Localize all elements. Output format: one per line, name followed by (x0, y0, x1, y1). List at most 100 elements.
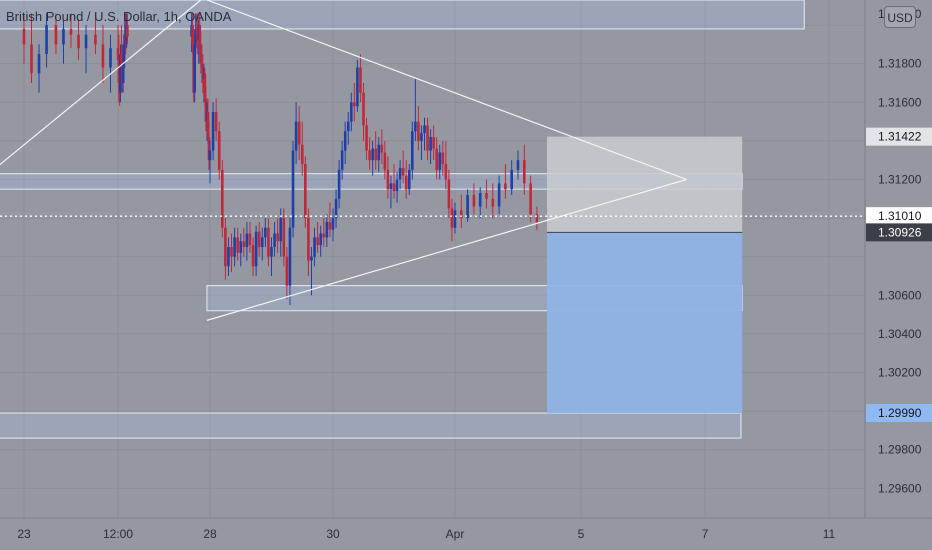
candle-body (371, 148, 374, 161)
candle-body (282, 218, 286, 257)
candle-body (325, 221, 329, 238)
candle-body (316, 237, 319, 246)
candle-body (224, 227, 227, 267)
candle-body (386, 169, 390, 190)
candle-body (117, 59, 121, 83)
price-tag-label: 1.30926 (878, 225, 922, 239)
candle-body (195, 28, 199, 35)
candle-body (242, 241, 246, 248)
candle-body (346, 121, 350, 132)
x-tick-label: Apr (446, 527, 465, 541)
candle-body (276, 233, 279, 242)
trendline (206, 178, 687, 321)
candle-body (304, 164, 307, 219)
candle-body (401, 167, 405, 176)
candle-body (194, 28, 197, 45)
price-tag-label: 1.31422 (878, 130, 922, 144)
candle-body (516, 160, 520, 170)
candle-body (119, 54, 122, 93)
candle-body (45, 25, 48, 55)
candle-body (30, 44, 33, 74)
candle-body (94, 34, 97, 45)
candle-body (334, 198, 338, 219)
trendline (0, 0, 202, 166)
candle-body (207, 137, 211, 161)
candle-body (54, 25, 58, 45)
candle-body (211, 111, 215, 151)
candle-body (404, 175, 408, 190)
candle-body (340, 150, 344, 170)
zones (0, 0, 805, 439)
candle-body (62, 28, 65, 45)
candle-body (300, 144, 304, 165)
candle-body (22, 28, 26, 45)
symbol-interval: 1h (163, 9, 178, 24)
candle-body (264, 227, 267, 238)
candle-body (356, 67, 359, 107)
candle-body (429, 137, 432, 151)
candle-body (208, 150, 212, 161)
title-sep: , (178, 9, 186, 24)
candle-body (267, 227, 270, 257)
chart-title: British Pound / U.S. Dollar, 1h, OANDA (6, 9, 231, 24)
currency-button[interactable]: USD (884, 6, 916, 28)
position (546, 136, 743, 414)
symbol-source: OANDA (185, 9, 232, 24)
candle-body (239, 241, 243, 253)
candle-body (120, 54, 123, 64)
candle-body (245, 233, 249, 248)
candle-body (84, 34, 88, 49)
candle-body (377, 144, 381, 161)
candle-body (297, 121, 301, 145)
candle-body (254, 231, 258, 267)
x-tick-label: 12:00 (103, 527, 133, 541)
candle-body (337, 169, 341, 199)
candle-body (126, 25, 129, 37)
candle-body (343, 131, 347, 151)
candle-body (374, 148, 377, 161)
candle-body (69, 28, 73, 35)
stop-zone (546, 136, 743, 233)
candle-body (109, 48, 112, 68)
candle-body (441, 152, 445, 165)
candle-body (438, 152, 442, 170)
candle-body (121, 67, 125, 83)
candle-body (407, 169, 411, 190)
candle-body (236, 237, 239, 253)
candle-body (472, 194, 476, 207)
candle-body (529, 183, 532, 215)
y-tick-label: 1.30600 (878, 288, 922, 302)
zone-box (0, 0, 805, 30)
y-tick-label: 1.31600 (878, 95, 922, 109)
candle-body (294, 121, 298, 151)
y-tick-label: 1.30400 (878, 327, 922, 341)
candle-body (417, 121, 420, 141)
zone-box (0, 412, 742, 439)
candle-body (279, 218, 283, 242)
candle-body (288, 227, 292, 286)
candle-body (331, 218, 335, 230)
candle-body (426, 125, 429, 151)
candle-body (37, 54, 41, 74)
candle-body (435, 148, 438, 170)
price-tag-box (866, 223, 932, 242)
candle-body (423, 125, 426, 134)
y-tick-label: 1.30200 (878, 365, 922, 379)
candle-body (101, 44, 105, 68)
candle-body (389, 183, 393, 190)
candle-body (191, 25, 194, 45)
candle-body (199, 44, 203, 64)
candle-body (217, 131, 221, 170)
candle-body (322, 233, 326, 238)
candle-body (200, 63, 204, 68)
y-tick-label: 1.29800 (878, 443, 922, 457)
y-tick-label: 1.29600 (878, 481, 922, 495)
candle-body (395, 179, 399, 192)
candle-body (227, 247, 230, 267)
candle-body (485, 193, 488, 199)
x-tick-label: 5 (578, 527, 585, 541)
